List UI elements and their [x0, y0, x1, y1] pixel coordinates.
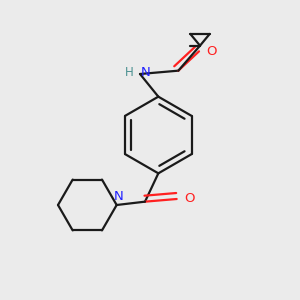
Text: N: N	[141, 66, 150, 79]
Text: H: H	[124, 66, 133, 79]
Text: N: N	[113, 190, 123, 203]
Text: O: O	[184, 192, 194, 205]
Text: O: O	[206, 45, 217, 58]
